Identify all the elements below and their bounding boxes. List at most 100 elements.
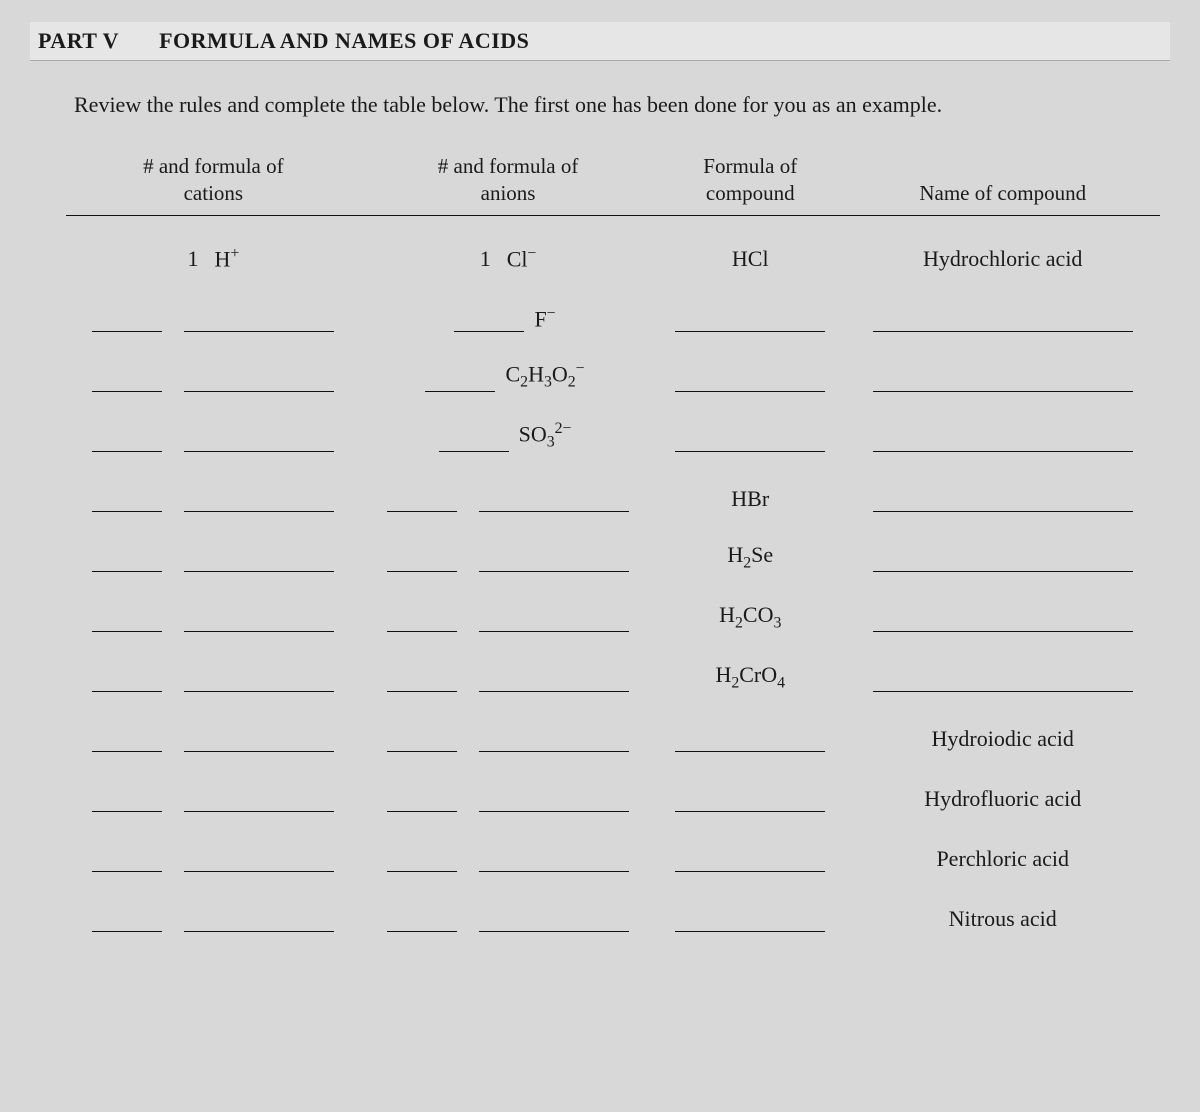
blank-field[interactable] (479, 493, 629, 512)
blank-field[interactable] (92, 793, 162, 812)
blank-field[interactable] (92, 313, 162, 332)
blank-field[interactable] (479, 793, 629, 812)
blank-field[interactable] (184, 313, 334, 332)
table-cell: Nitrous acid (845, 876, 1160, 936)
blank-field[interactable] (92, 673, 162, 692)
blank-field[interactable] (184, 853, 334, 872)
table-cell (845, 636, 1160, 696)
table-cell: 1 Cl− (361, 216, 656, 276)
blank-field[interactable] (184, 553, 334, 572)
table-row: Hydrofluoric acid (66, 756, 1160, 816)
blank-field[interactable] (425, 373, 495, 392)
table-cell (361, 756, 656, 816)
blank-field[interactable] (479, 673, 629, 692)
table-cell (361, 696, 656, 756)
blank-field[interactable] (675, 373, 825, 392)
blank-field[interactable] (873, 313, 1133, 332)
header-compound-line1: Formula of (703, 154, 797, 178)
blank-field[interactable] (184, 793, 334, 812)
blank-field[interactable] (479, 913, 629, 932)
table-cell: H2CO3 (655, 576, 845, 636)
blank-field[interactable] (873, 553, 1133, 572)
blank-field[interactable] (387, 913, 457, 932)
blank-field[interactable] (92, 493, 162, 512)
given-value: F− (528, 305, 561, 332)
blank-field[interactable] (387, 673, 457, 692)
table-cell (845, 276, 1160, 336)
header-anions: # and formula of anions (361, 149, 656, 216)
given-value: H2CrO4 (709, 662, 791, 692)
blank-field[interactable] (439, 433, 509, 452)
blank-field[interactable] (387, 733, 457, 752)
blank-field[interactable] (184, 673, 334, 692)
header-cations: # and formula of cations (66, 149, 361, 216)
blank-field[interactable] (92, 433, 162, 452)
table-cell (655, 696, 845, 756)
table-row: H2CO3 (66, 576, 1160, 636)
header-compound-line2: compound (706, 181, 795, 205)
table-cell (361, 576, 656, 636)
table-cell (361, 636, 656, 696)
table-row: HBr (66, 456, 1160, 516)
blank-field[interactable] (873, 373, 1133, 392)
blank-field[interactable] (92, 373, 162, 392)
table-row: SO32− (66, 396, 1160, 456)
blank-field[interactable] (387, 493, 457, 512)
table-body: 1 H+1 Cl−HClHydrochloric acid F− C2H3O2−… (66, 216, 1160, 936)
table-row: H2CrO4 (66, 636, 1160, 696)
blank-field[interactable] (184, 493, 334, 512)
table-cell (655, 876, 845, 936)
table-cell (655, 396, 845, 456)
blank-field[interactable] (92, 853, 162, 872)
blank-field[interactable] (479, 733, 629, 752)
blank-field[interactable] (873, 613, 1133, 632)
blank-field[interactable] (479, 613, 629, 632)
blank-field[interactable] (92, 553, 162, 572)
blank-field[interactable] (387, 613, 457, 632)
table-cell (66, 276, 361, 336)
blank-field[interactable] (479, 853, 629, 872)
blank-field[interactable] (92, 913, 162, 932)
blank-field[interactable] (675, 913, 825, 932)
blank-field[interactable] (184, 373, 334, 392)
given-value: 1 (474, 246, 497, 272)
given-value: Nitrous acid (943, 906, 1063, 932)
blank-field[interactable] (454, 313, 524, 332)
blank-field[interactable] (675, 313, 825, 332)
blank-field[interactable] (675, 733, 825, 752)
table-cell (845, 456, 1160, 516)
blank-field[interactable] (873, 673, 1133, 692)
table-cell (66, 576, 361, 636)
blank-field[interactable] (184, 913, 334, 932)
table-cell: Perchloric acid (845, 816, 1160, 876)
blank-field[interactable] (92, 613, 162, 632)
table-header: # and formula of cations # and formula o… (66, 149, 1160, 216)
table-cell (655, 816, 845, 876)
header-name: Name of compound (845, 149, 1160, 216)
table-cell: HCl (655, 216, 845, 276)
blank-field[interactable] (675, 793, 825, 812)
table-cell: SO32− (361, 396, 656, 456)
section-header-bar: PART V FORMULA AND NAMES OF ACIDS (30, 22, 1170, 61)
blank-field[interactable] (675, 433, 825, 452)
blank-field[interactable] (387, 853, 457, 872)
table-cell (66, 396, 361, 456)
blank-field[interactable] (184, 433, 334, 452)
table-cell (361, 456, 656, 516)
given-value: Hydrofluoric acid (918, 786, 1087, 812)
blank-field[interactable] (184, 733, 334, 752)
blank-field[interactable] (675, 853, 825, 872)
table-cell (66, 876, 361, 936)
table-cell: F− (361, 276, 656, 336)
blank-field[interactable] (387, 553, 457, 572)
given-value: C2H3O2− (499, 360, 590, 392)
table-cell (845, 576, 1160, 636)
given-value: Perchloric acid (930, 846, 1075, 872)
blank-field[interactable] (387, 793, 457, 812)
blank-field[interactable] (873, 493, 1133, 512)
blank-field[interactable] (92, 733, 162, 752)
blank-field[interactable] (479, 553, 629, 572)
table-cell (66, 756, 361, 816)
blank-field[interactable] (873, 433, 1133, 452)
blank-field[interactable] (184, 613, 334, 632)
